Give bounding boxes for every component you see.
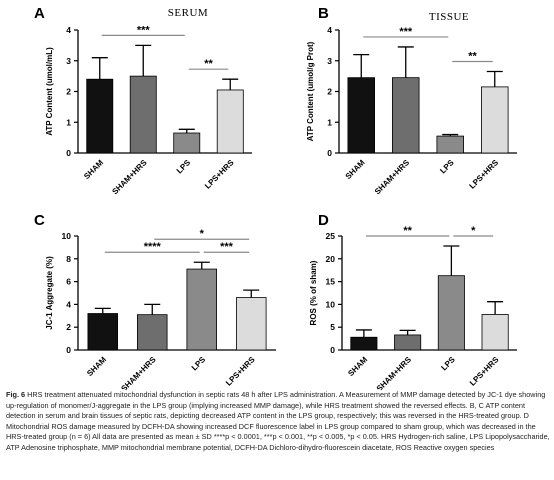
y-tick-label: 2 [66,87,71,97]
bar [350,336,378,351]
panel-letter: C [34,212,45,229]
category-label: LPS+HRS [468,355,501,388]
category-label: SHAM+HRS [110,158,149,197]
significance-label: *** [137,24,151,36]
bar [391,77,420,154]
y-tick-label: 6 [66,277,71,287]
category-label: SHAM+HRS [375,355,414,390]
category-label: SHAM [85,355,108,378]
significance-label: **** [144,241,162,253]
significance-label: * [200,228,205,240]
bar [173,132,201,154]
y-tick-label: 4 [66,25,71,35]
y-axis-title: ATP Content (umol/mL) [45,47,54,136]
bar [186,268,217,351]
significance-label: ** [204,58,213,70]
category-label: LPS [438,158,456,176]
y-tick-label: 1 [327,117,332,127]
significance-label: ** [403,225,412,237]
y-tick-label: 5 [330,322,335,332]
y-tick-label: 10 [326,299,336,309]
panel-letter: B [318,5,329,22]
caption-text: HRS treatment attenuated mitochondrial d… [6,390,550,452]
category-label: SHAM [344,158,367,181]
category-label: LPS [439,355,457,373]
y-tick-label: 4 [66,299,71,309]
significance-label: ** [468,51,477,63]
category-label: SHAM [82,158,105,181]
significance-label: *** [220,241,234,253]
bar [136,314,168,351]
bar [129,75,157,154]
bar [87,313,119,351]
significance-label: *** [399,26,413,38]
y-axis-title: ATP Content (umol/g Prot) [306,41,315,141]
y-axis-title: ROS (% of sham) [309,260,318,325]
figure-caption: Fig. 6 HRS treatment attenuated mitochon… [6,390,550,454]
bar [480,86,509,154]
chart-panel-a: A SERUM 0 1 2 3 4 ATP Content (umol/mL) SHAM SHAM… [34,5,252,196]
significance-label: * [471,225,476,237]
chart-panel-c: C 0 2 4 6 8 10 JC-1 Aggregate (%) SHAM SHAM+HRS LP… [34,212,276,390]
y-tick-label: 15 [326,277,336,287]
category-label: SHAM+HRS [119,355,158,390]
panel-letter: D [318,212,329,229]
category-label: SHAM+HRS [373,158,412,197]
y-tick-label: 4 [327,25,332,35]
y-tick-label: 3 [66,56,71,66]
y-axis-title: JC-1 Aggregate (%) [45,256,54,330]
bar [437,275,465,351]
y-tick-label: 2 [66,322,71,332]
y-tick-label: 20 [326,254,336,264]
y-tick-label: 8 [66,254,71,264]
chart-panel-b: B TISSUE 0 1 2 3 4 ATP Content (umol/g Prot) SHA… [306,5,517,196]
bar [481,314,509,351]
y-tick-label: 25 [326,231,336,241]
category-label: LPS+HRS [224,355,257,388]
bar [436,135,464,154]
category-label: LPS+HRS [468,158,501,191]
caption-label: Fig. 6 [6,390,26,399]
category-label: LPS+HRS [203,158,236,191]
bar [86,78,114,154]
panel-title: SERUM [168,7,208,19]
bar [394,334,422,351]
bar [235,297,267,351]
y-tick-label: 0 [327,148,332,158]
y-tick-label: 2 [327,87,332,97]
bar [347,77,375,154]
chart-panel-d: D 0 5 10 15 20 25 ROS (% of sham) SHAM SHAM+HRS LP… [309,212,517,390]
category-label: LPS [175,158,193,176]
y-tick-label: 1 [66,117,71,127]
bar [216,89,244,154]
category-label: LPS [190,355,208,373]
y-tick-label: 0 [330,345,335,355]
panel-title: TISSUE [429,11,469,23]
panel-letter: A [34,5,45,22]
y-tick-label: 10 [62,231,72,241]
y-tick-label: 0 [66,345,71,355]
category-label: SHAM [346,355,369,378]
y-tick-label: 0 [66,148,71,158]
y-tick-label: 3 [327,56,332,66]
